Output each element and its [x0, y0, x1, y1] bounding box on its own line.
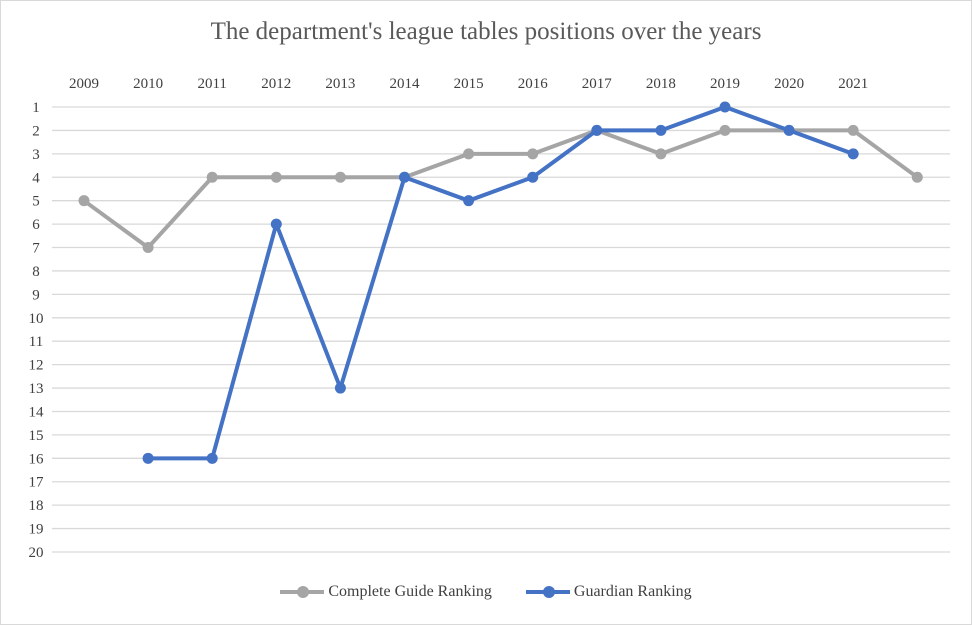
- y-tick-label: 12: [29, 358, 44, 374]
- legend-swatch: [280, 586, 325, 598]
- data-point: [334, 382, 346, 394]
- y-tick-label: 2: [32, 123, 40, 139]
- series-line-1: [148, 105, 854, 461]
- data-point: [911, 171, 923, 183]
- x-tick-label: 2016: [518, 76, 549, 92]
- data-point: [78, 195, 90, 207]
- data-point: [655, 124, 667, 136]
- data-point: [463, 148, 475, 160]
- data-point: [527, 171, 539, 183]
- data-point: [206, 171, 218, 183]
- x-tick-label: 2017: [582, 76, 613, 92]
- y-tick-label: 14: [29, 404, 45, 420]
- y-tick-label: 20: [29, 545, 44, 561]
- data-point: [847, 148, 859, 160]
- y-tick-label: 17: [29, 475, 45, 491]
- y-tick-label: 10: [29, 311, 44, 327]
- data-point: [270, 218, 282, 230]
- x-tick-label: 2011: [197, 76, 226, 92]
- y-tick-label: 3: [32, 147, 40, 163]
- y-tick-label: 15: [29, 428, 44, 444]
- x-tick-label: 2021: [838, 76, 868, 92]
- y-tick-label: 11: [29, 334, 43, 350]
- data-point: [527, 148, 539, 160]
- x-tick-label: 2014: [390, 76, 421, 92]
- data-point: [270, 171, 282, 183]
- y-tick-label: 13: [29, 381, 44, 397]
- data-point: [847, 124, 859, 136]
- chart-title: The department's league tables positions…: [210, 18, 762, 45]
- series-line-0: [82, 128, 919, 250]
- x-tick-label: 2018: [646, 76, 676, 92]
- legend-swatch: [525, 586, 570, 598]
- data-point: [142, 242, 154, 254]
- data-point: [719, 124, 731, 136]
- y-tick-label: 7: [32, 241, 40, 257]
- data-point: [334, 171, 346, 183]
- x-tick-label: 2009: [69, 76, 99, 92]
- legend-item: Guardian Ranking: [525, 583, 692, 601]
- data-point: [591, 124, 603, 136]
- y-tick-label: 16: [29, 451, 45, 467]
- legend: Complete Guide Ranking Guardian Ranking: [0, 583, 972, 601]
- x-tick-label: 2013: [325, 76, 355, 92]
- x-tick-label: 2020: [774, 76, 804, 92]
- y-tick-label: 8: [32, 264, 40, 280]
- legend-item: Complete Guide Ranking: [280, 583, 492, 601]
- y-tick-label: 6: [32, 217, 40, 233]
- data-point: [463, 195, 475, 207]
- data-point: [719, 101, 731, 113]
- x-tick-label: 2019: [710, 76, 740, 92]
- y-tick-label: 18: [29, 498, 44, 514]
- y-tick-label: 19: [29, 522, 44, 538]
- legend-label: Guardian Ranking: [573, 583, 692, 600]
- data-point: [399, 171, 410, 183]
- y-tick-label: 4: [32, 170, 40, 186]
- x-tick-label: 2010: [133, 76, 163, 92]
- data-point: [655, 148, 667, 160]
- data-point: [142, 452, 154, 464]
- x-tick-label: 2012: [261, 76, 291, 92]
- data-point: [783, 124, 795, 136]
- y-tick-label: 5: [32, 194, 40, 210]
- y-tick-label: 9: [32, 287, 40, 303]
- y-tick-label: 1: [32, 100, 40, 116]
- x-tick-label: 2015: [454, 76, 484, 92]
- data-point: [206, 452, 218, 464]
- legend-label: Complete Guide Ranking: [328, 583, 492, 600]
